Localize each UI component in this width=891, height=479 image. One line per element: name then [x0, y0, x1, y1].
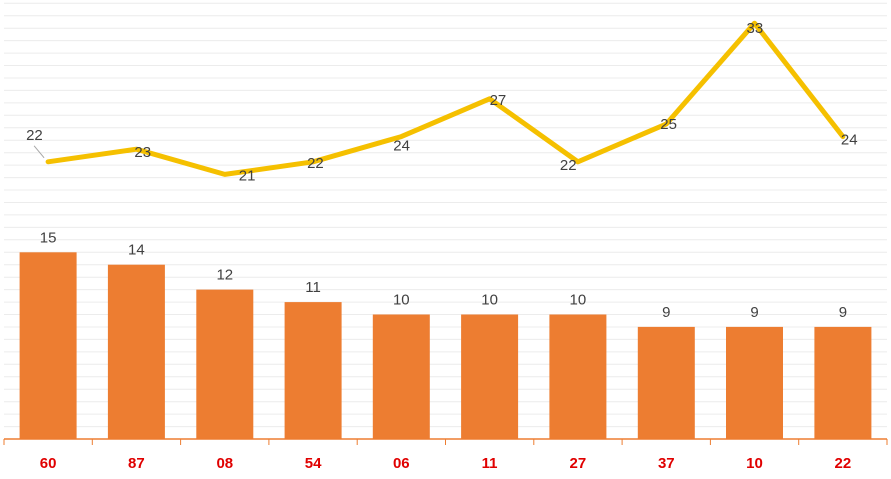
x-tick-label: 11: [482, 455, 498, 472]
line-value-label: 24: [393, 138, 410, 155]
bar-value-label: 14: [128, 242, 145, 259]
bar-value-label: 15: [40, 229, 57, 246]
bar: [284, 302, 342, 439]
line-value-label: 24: [841, 132, 858, 149]
x-tick-label: 87: [128, 455, 145, 472]
bar: [549, 314, 607, 439]
x-tick-label: 08: [216, 455, 233, 472]
bar: [19, 252, 77, 440]
line-series: [45, 20, 846, 177]
line-value-label: 33: [747, 20, 764, 37]
x-axis: 60 87 08 54 06 11 27 37 10 22: [3, 438, 888, 472]
line-path: [45, 20, 846, 177]
x-tick-label: 22: [835, 455, 852, 472]
line-value-label: 22: [26, 127, 43, 144]
bar: [814, 326, 872, 439]
x-tick-label: 54: [305, 455, 322, 472]
x-tick-label: 60: [40, 455, 57, 472]
bar: [637, 326, 695, 439]
bar: [196, 289, 254, 439]
bar: [107, 264, 165, 439]
line-value-label: 21: [239, 167, 256, 184]
x-tick-label: 10: [746, 455, 763, 472]
line-value-label: 27: [490, 92, 507, 109]
x-tick-label: 37: [658, 455, 675, 472]
line-value-label: 22: [307, 155, 324, 172]
line-value-label: 23: [134, 144, 151, 161]
bar-series: [19, 252, 872, 440]
bar-value-label: 9: [750, 304, 758, 321]
data-labels: 15 14 12 11 10 10 10 9 9 9 22 23 21 22 24 27 22 25 33 24: [26, 20, 857, 321]
x-tick-label: 27: [570, 455, 587, 472]
leader-line: [33, 145, 45, 159]
line-value-label: 25: [660, 116, 677, 133]
bar-value-label: 11: [305, 279, 321, 296]
bar-value-label: 9: [839, 304, 847, 321]
x-tick-label: 06: [393, 455, 410, 472]
bar: [372, 314, 430, 439]
bar-value-label: 9: [662, 304, 670, 321]
bar-value-label: 12: [216, 267, 233, 284]
bar-value-label: 10: [570, 292, 587, 309]
bar-value-label: 10: [393, 292, 410, 309]
bar: [726, 326, 783, 439]
line-value-label: 22: [560, 157, 577, 174]
bar-value-label: 10: [481, 292, 498, 309]
bar: [461, 314, 519, 439]
